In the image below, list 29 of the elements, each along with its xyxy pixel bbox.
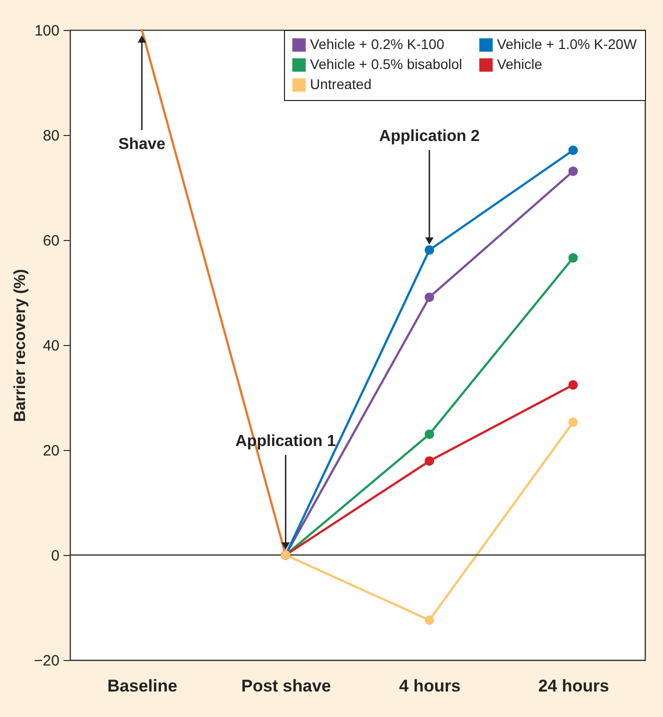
point <box>424 245 434 255</box>
x-tick-label: Post shave <box>241 676 332 696</box>
point <box>568 380 578 390</box>
y-tick-label: −20 <box>34 652 60 670</box>
legend-label: Vehicle + 0.5% bisabolol <box>310 56 462 72</box>
x-tick-label: Baseline <box>107 676 178 696</box>
point <box>424 430 434 439</box>
y-tick-label: 100 <box>34 22 60 40</box>
y-axis-title: Barrier recovery (%) <box>12 269 30 422</box>
legend-label: Vehicle + 1.0% K-20W <box>497 36 638 52</box>
point <box>568 145 578 155</box>
y-tick-label: 0 <box>51 548 60 564</box>
annotation: Application 2 <box>379 128 480 145</box>
y-tick-label: 80 <box>42 128 60 144</box>
legend-label: Vehicle + 0.2% K-100 <box>310 36 444 52</box>
point <box>424 456 434 466</box>
legend-label: Untreated <box>310 76 372 92</box>
point <box>568 417 578 427</box>
y-tick-label: 60 <box>42 232 60 250</box>
annotation: Shave <box>118 136 166 153</box>
point <box>568 253 578 263</box>
point <box>424 292 434 302</box>
point <box>424 615 434 625</box>
x-tick-label: 4 hours <box>399 676 461 696</box>
x-tick-label: 24 hours <box>538 676 610 696</box>
y-tick-label: 20 <box>42 442 60 460</box>
legend-label: Vehicle <box>497 56 542 72</box>
y-tick-label: 40 <box>42 338 60 354</box>
point <box>568 166 578 176</box>
